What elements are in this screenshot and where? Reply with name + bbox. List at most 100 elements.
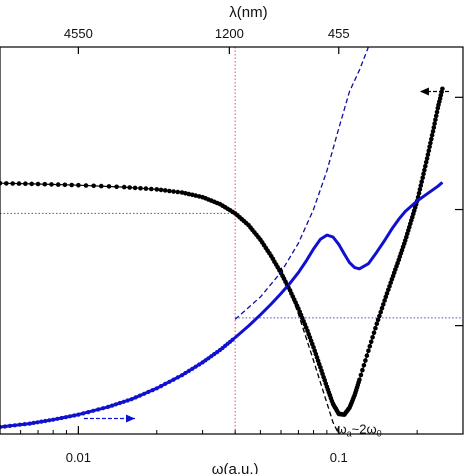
blue-series-point: [55, 416, 60, 421]
blue-series-point: [179, 373, 185, 378]
black-series-point: [416, 191, 422, 196]
black-series-point: [373, 325, 378, 331]
blue-series-point: [206, 356, 211, 361]
blue-series-point: [106, 404, 111, 409]
blue-series-point: [17, 422, 22, 427]
x-tick-label: 0.1: [330, 450, 348, 465]
ticks-layer: 0.01 0.1 4550 1200 455: [0, 26, 463, 465]
blue-series-point: [230, 337, 235, 342]
annotation-subscript: a: [347, 428, 352, 438]
top-axis-title: λ(nm): [229, 4, 267, 21]
black-series-point: [430, 129, 436, 134]
black-series-point: [361, 363, 367, 368]
blue-series-point: [22, 422, 27, 427]
black-series-point: [83, 183, 89, 188]
black-series-point: [431, 125, 437, 130]
black-series-point: [121, 184, 127, 190]
blue-series-point: [175, 375, 180, 380]
black-series-point: [62, 182, 68, 188]
blue-series-point: [72, 413, 77, 418]
black-series-point: [417, 187, 423, 192]
blue-series-point: [113, 402, 118, 407]
blue-series-point: [146, 389, 151, 394]
top-axis-tick-label: 4550: [64, 26, 93, 41]
black-series-point: [149, 186, 154, 192]
reference-lines: [0, 47, 463, 434]
black-series-point: [368, 339, 374, 345]
blue-series-point: [35, 420, 40, 425]
blue-series-point: [133, 395, 138, 400]
annotation-text: ω: [336, 421, 346, 436]
blue-series-point: [167, 379, 172, 384]
blue-series-point: [43, 418, 48, 424]
black-series-point: [69, 182, 74, 188]
black-series-point: [433, 117, 438, 123]
blue-series-point: [7, 423, 12, 428]
black-series-point: [386, 287, 391, 293]
blue-series-point: [67, 414, 73, 419]
black-series-point: [426, 148, 432, 153]
black-series-point: [419, 179, 425, 184]
blue-series-point: [197, 362, 202, 367]
black-series-point: [4, 181, 9, 186]
black-series-point: [55, 182, 61, 187]
blue-series-point: [193, 364, 198, 369]
black-series-point: [366, 348, 371, 354]
arrows-layer: [83, 87, 449, 423]
black-series-point: [425, 152, 431, 157]
black-series-point: [420, 175, 426, 181]
black-series-point: [379, 305, 385, 311]
black-series-point: [10, 181, 15, 186]
blue-series-point: [101, 406, 106, 411]
black-series-point: [167, 188, 172, 194]
plot-frame: [0, 46, 464, 435]
black-series-point: [154, 187, 160, 192]
black-series-point: [427, 144, 432, 150]
black-series-point: [364, 353, 370, 358]
black-series-point: [193, 193, 198, 198]
black-series-point: [363, 358, 368, 363]
black-series-point: [433, 113, 439, 119]
black-series-point: [387, 284, 392, 289]
black-series-point: [429, 136, 434, 142]
black-series-point: [35, 181, 41, 187]
black-series-point: [378, 309, 384, 315]
black-series-point: [16, 181, 22, 186]
blue-series-point: [81, 411, 86, 416]
top-axis-tick-label: 1200: [215, 26, 244, 41]
black-series-point: [114, 184, 119, 190]
black-series-point: [162, 188, 168, 193]
annotations-layer: ωa~2ω0: [336, 421, 381, 438]
black-series-point: [371, 330, 377, 336]
blue-series-point: [63, 415, 68, 420]
blue-series-point: [158, 384, 164, 389]
black-series-point: [424, 156, 430, 161]
blue-series-point: [121, 399, 126, 404]
black-series-point: [423, 160, 429, 165]
blue-series-point: [190, 366, 195, 371]
x-axis-title: ω(a.u.): [212, 461, 259, 474]
blue-series-point: [27, 421, 32, 426]
omega-annotation: ωa~2ω0: [336, 421, 381, 438]
black-series-point: [423, 163, 428, 169]
blue-series-point: [142, 391, 147, 396]
black-series-point: [383, 294, 389, 300]
blue-series-point: [51, 417, 56, 422]
black-series-point: [175, 189, 181, 195]
black-series-point: [358, 372, 364, 378]
blue-series-point: [183, 370, 188, 376]
black-series-point: [377, 313, 382, 319]
blue-series-point: [129, 397, 134, 402]
arrow-head-1: [419, 87, 429, 96]
blue-series-point: [91, 408, 96, 413]
blue-series-line: [0, 181, 444, 429]
series-layer: [0, 47, 445, 434]
black-series-point: [360, 367, 365, 373]
blue-series-point: [96, 407, 101, 412]
black-series-point: [42, 181, 48, 187]
black-series-point: [143, 186, 149, 191]
black-series-point: [440, 86, 445, 92]
black-series-point: [374, 321, 380, 327]
black-series-point: [171, 189, 176, 194]
blue-series-point: [12, 423, 17, 428]
